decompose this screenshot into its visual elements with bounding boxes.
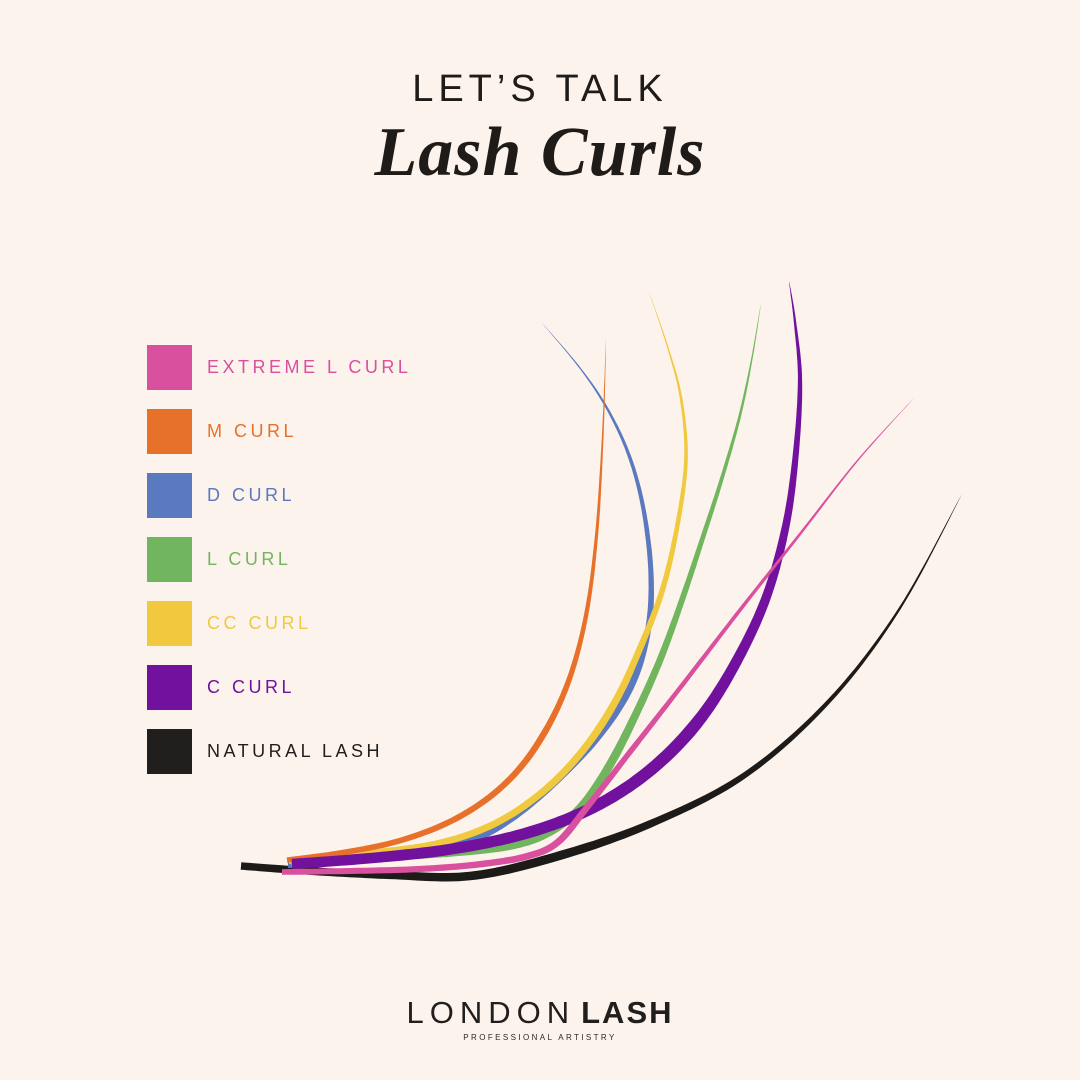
legend-label: D CURL (207, 485, 296, 505)
legend-item-cc-curl: CC CURL (147, 601, 411, 646)
legend-swatch (147, 409, 192, 454)
brand-tagline: PROFESSIONAL ARTISTRY (463, 1033, 617, 1043)
legend-label: L CURL (207, 549, 292, 569)
legend-label: NATURAL LASH (207, 741, 384, 761)
title-kicker: LET’S TALK (412, 68, 668, 110)
header: LET’S TALK Lash Curls (0, 68, 1080, 188)
legend-swatch (147, 729, 192, 774)
legend-swatch (147, 665, 192, 710)
brand-name-bold: LASH (581, 995, 674, 1030)
legend-item-c-curl: C CURL (147, 665, 411, 710)
legend-swatch (147, 537, 192, 582)
legend-item-l-curl: L CURL (147, 537, 411, 582)
curl-legend: EXTREME L CURL M CURL D CURL L CURL CC CURL C… (147, 345, 411, 774)
page-title: Lash Curls (374, 113, 706, 191)
brand-logo: LONDON LASH (0, 995, 1080, 1030)
legend-label: M CURL (207, 421, 298, 441)
legend-swatch (147, 345, 192, 390)
legend-label: C CURL (207, 677, 296, 697)
legend-label: EXTREME L CURL (207, 357, 412, 377)
legend-label: CC CURL (207, 613, 312, 633)
legend-item-extreme-l-curl: EXTREME L CURL (147, 345, 411, 390)
legend-swatch (147, 601, 192, 646)
legend-item-d-curl: D CURL (147, 473, 411, 518)
legend-swatch (147, 473, 192, 518)
legend-item-m-curl: M CURL (147, 409, 411, 454)
brand-name-light: LONDON (406, 995, 576, 1030)
footer: LONDON LASH PROFESSIONAL ARTISTRY (0, 995, 1080, 1043)
legend-item-natural-lash: NATURAL LASH (147, 729, 411, 774)
